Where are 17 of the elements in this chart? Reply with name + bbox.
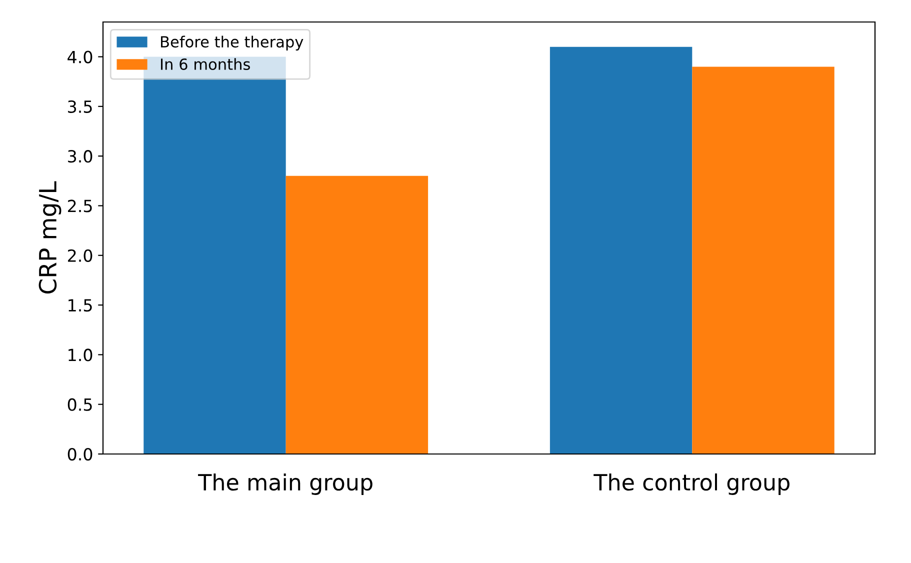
y-tick-label: 0.5 xyxy=(68,398,92,411)
bar xyxy=(286,176,428,454)
y-tick-label: 3.0 xyxy=(68,150,92,163)
x-tick-label: The control group xyxy=(594,473,790,495)
y-tick-label: 1.0 xyxy=(68,348,92,362)
y-tick-label: 1.5 xyxy=(68,299,92,312)
legend-label: Before the therapy xyxy=(161,36,304,51)
legend-label: In 6 months xyxy=(161,58,250,70)
y-tick-label: 2.5 xyxy=(68,200,92,212)
y-axis-title: CRP mg/L xyxy=(38,181,62,294)
y-tick-label: 3.5 xyxy=(68,100,92,113)
x-tick-label: The main group xyxy=(198,473,372,495)
y-tick-label: 4.0 xyxy=(68,50,92,64)
y-tick-label: 2.0 xyxy=(68,249,92,262)
bar xyxy=(550,46,692,454)
bar xyxy=(692,66,834,454)
y-tick-label: 0.0 xyxy=(68,448,92,461)
